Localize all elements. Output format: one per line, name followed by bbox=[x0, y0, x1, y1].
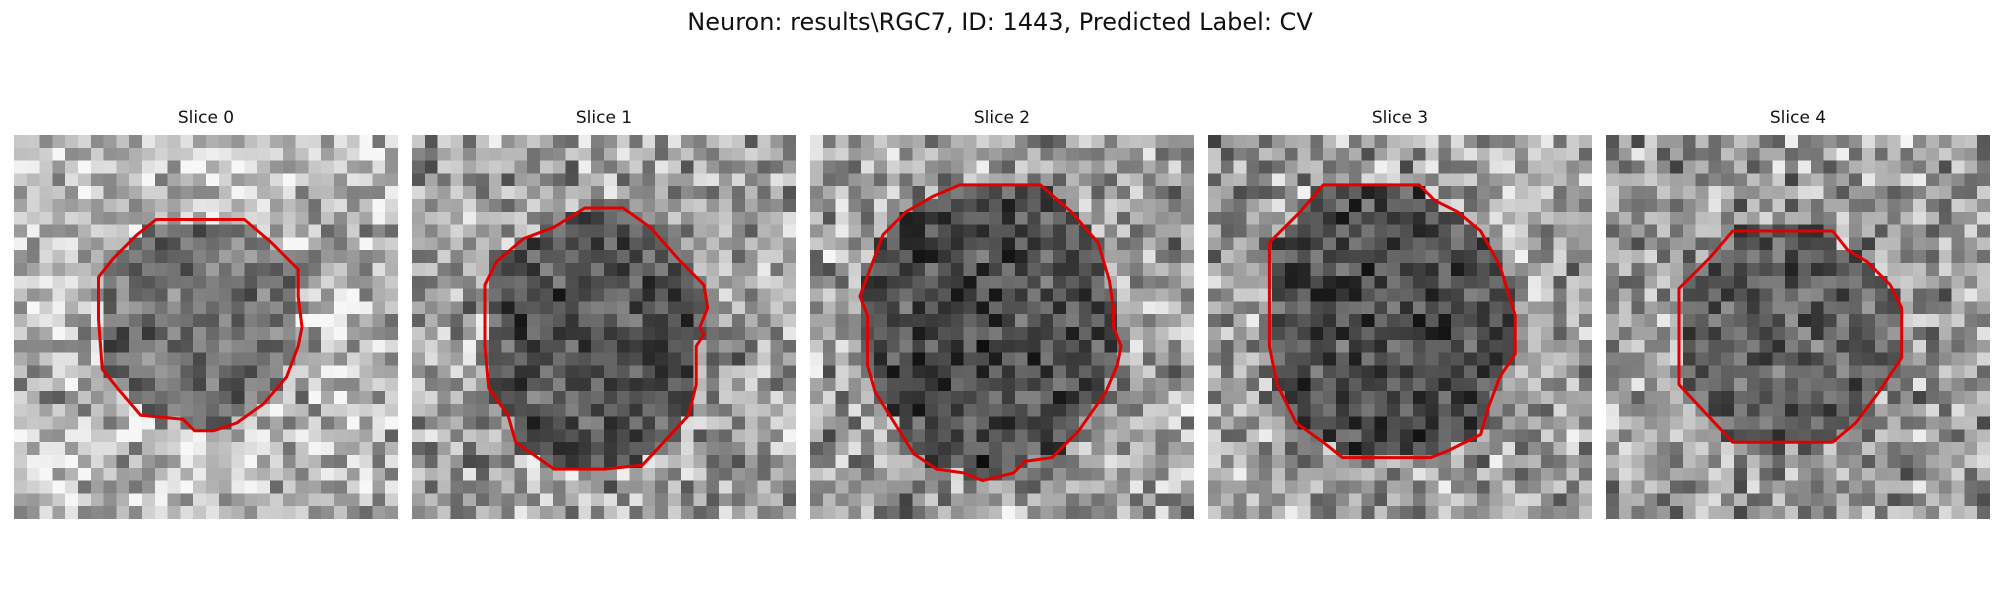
cell-outline bbox=[97, 218, 304, 433]
cell-outline bbox=[483, 206, 710, 471]
slice-image bbox=[14, 135, 398, 519]
slice-image bbox=[412, 135, 796, 519]
cell-outline bbox=[1677, 229, 1904, 444]
slice-image bbox=[1208, 135, 1592, 519]
slice-title: Slice 2 bbox=[973, 108, 1031, 128]
slice-title: Slice 0 bbox=[177, 108, 235, 128]
slice-title: Slice 1 bbox=[575, 108, 633, 128]
figure-title: Neuron: results\RGC7, ID: 1443, Predicte… bbox=[687, 8, 1313, 36]
slice-image bbox=[1606, 135, 1990, 519]
slice-title: Slice 3 bbox=[1371, 108, 1429, 128]
slice-image bbox=[810, 135, 1194, 519]
cell-outline bbox=[1267, 183, 1517, 460]
slice-title: Slice 4 bbox=[1769, 108, 1827, 128]
cell-outline bbox=[858, 183, 1123, 483]
